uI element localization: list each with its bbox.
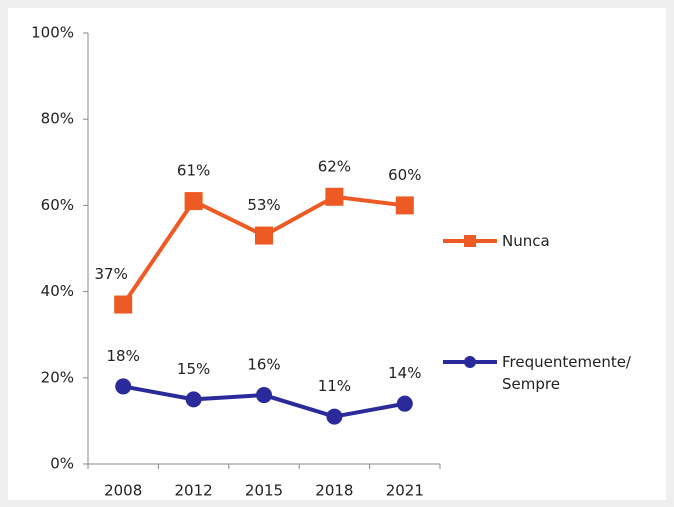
data-label: 14%	[388, 364, 421, 382]
marker	[395, 196, 414, 215]
data-label: 53%	[247, 196, 280, 214]
marker	[184, 192, 203, 211]
data-label: 16%	[247, 356, 280, 374]
y-tick-label: 60%	[41, 196, 74, 214]
legend-label: Frequentemente/ Sempre	[502, 353, 631, 393]
marker	[325, 187, 344, 206]
data-label: 15%	[177, 360, 210, 378]
y-tick-label: 40%	[41, 282, 74, 300]
x-tick-label: 2015	[245, 482, 283, 500]
marker	[326, 408, 343, 425]
data-label: 61%	[177, 162, 210, 180]
data-label: 37%	[95, 265, 128, 283]
marker	[115, 378, 132, 395]
marker	[255, 226, 273, 245]
x-tick-label: 2008	[104, 482, 142, 500]
legend-marker	[464, 235, 476, 247]
x-tick-label: 2021	[386, 482, 424, 500]
data-label: 18%	[107, 347, 140, 365]
y-tick-label: 20%	[41, 368, 74, 386]
marker	[114, 295, 133, 314]
data-label: 62%	[318, 157, 351, 175]
marker	[256, 387, 272, 404]
legend-label: Nunca	[502, 232, 550, 250]
y-tick-label: 0%	[50, 455, 74, 473]
data-label: 60%	[388, 166, 421, 184]
marker	[185, 391, 202, 408]
y-tick-label: 100%	[31, 24, 74, 42]
x-tick-label: 2012	[175, 482, 213, 500]
data-label: 11%	[318, 377, 351, 395]
marker	[396, 395, 413, 412]
x-tick-label: 2018	[315, 482, 353, 500]
legend-marker	[464, 356, 476, 368]
y-tick-label: 80%	[41, 110, 74, 128]
